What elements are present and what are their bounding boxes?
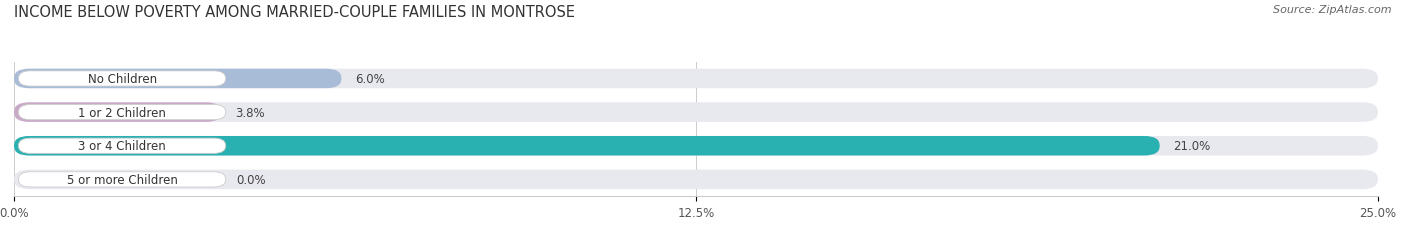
FancyBboxPatch shape	[14, 69, 342, 89]
FancyBboxPatch shape	[18, 105, 226, 120]
FancyBboxPatch shape	[14, 103, 221, 122]
FancyBboxPatch shape	[14, 69, 1378, 89]
Text: No Children: No Children	[87, 73, 156, 86]
FancyBboxPatch shape	[14, 170, 1378, 189]
Text: 6.0%: 6.0%	[354, 73, 385, 86]
FancyBboxPatch shape	[14, 136, 1160, 156]
FancyBboxPatch shape	[14, 103, 1378, 122]
Text: 5 or more Children: 5 or more Children	[66, 173, 177, 186]
FancyBboxPatch shape	[14, 136, 1378, 156]
Text: 3 or 4 Children: 3 or 4 Children	[79, 140, 166, 153]
Text: 21.0%: 21.0%	[1173, 140, 1211, 153]
Text: 0.0%: 0.0%	[236, 173, 266, 186]
Text: INCOME BELOW POVERTY AMONG MARRIED-COUPLE FAMILIES IN MONTROSE: INCOME BELOW POVERTY AMONG MARRIED-COUPL…	[14, 5, 575, 20]
FancyBboxPatch shape	[18, 172, 226, 187]
Text: Source: ZipAtlas.com: Source: ZipAtlas.com	[1274, 5, 1392, 15]
FancyBboxPatch shape	[18, 139, 226, 154]
Text: 1 or 2 Children: 1 or 2 Children	[79, 106, 166, 119]
Text: 3.8%: 3.8%	[235, 106, 264, 119]
FancyBboxPatch shape	[18, 72, 226, 87]
